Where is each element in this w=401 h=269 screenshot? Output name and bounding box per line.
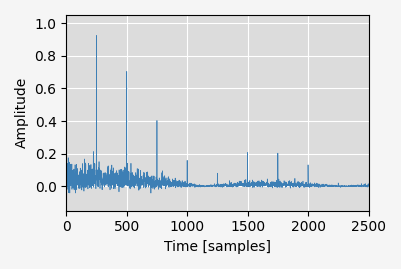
X-axis label: Time [samples]: Time [samples] <box>164 240 271 254</box>
Y-axis label: Amplitude: Amplitude <box>15 77 29 148</box>
